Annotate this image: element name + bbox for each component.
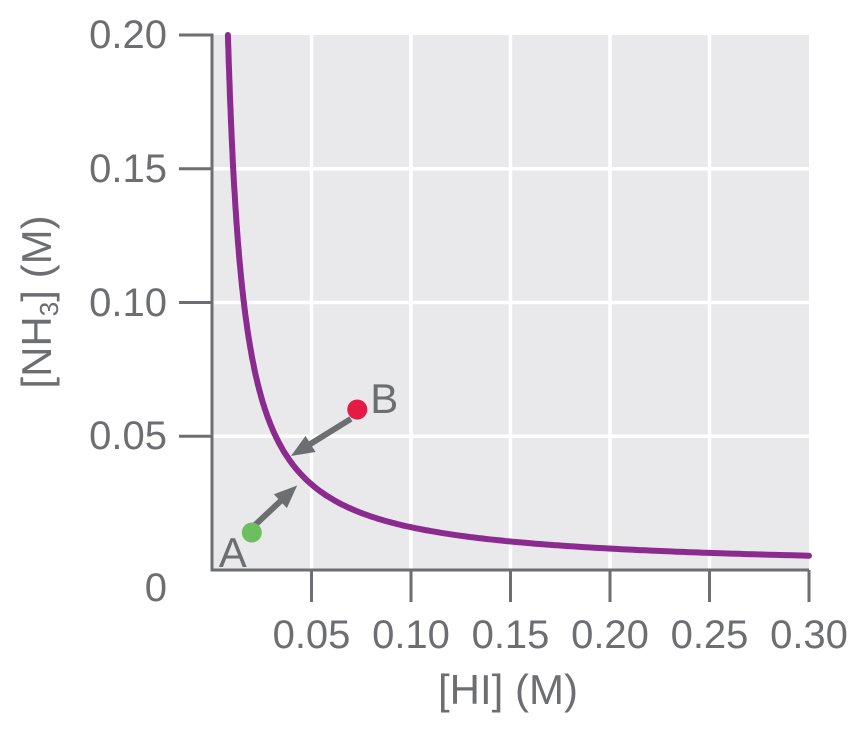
origin-tick-label: 0 [144,566,167,610]
y-tick-label: 0.05 [89,414,167,459]
equilibrium-curve [224,32,812,559]
point-a-dot [241,522,262,543]
y-tick-label: 0.10 [89,280,167,325]
arrow-A-to-curve-shaft [252,497,284,528]
x-tick-label: 0.30 [770,613,848,657]
y-axis-title-prefix: [NH [12,316,60,389]
arrow-A-to-curve-head [273,485,298,509]
x-tick-label: 0.20 [571,613,649,657]
point-b-dot [347,399,368,420]
x-axis-title: [HI] (M) [438,666,578,713]
x-tick-label: 0.15 [471,613,550,657]
point-label-b: B [370,374,399,422]
y-tick-label: 0.20 [89,13,167,57]
arrow-B-to-curve-head [291,435,316,457]
y-tick-label: 0.15 [89,146,167,191]
point-label-a: A [218,528,247,576]
x-tick-label: 0.10 [372,613,450,657]
x-tick-label: 0.05 [272,613,351,657]
x-tick-label: 0.25 [670,613,749,657]
arrow-B-to-curve-shaft [307,416,353,448]
